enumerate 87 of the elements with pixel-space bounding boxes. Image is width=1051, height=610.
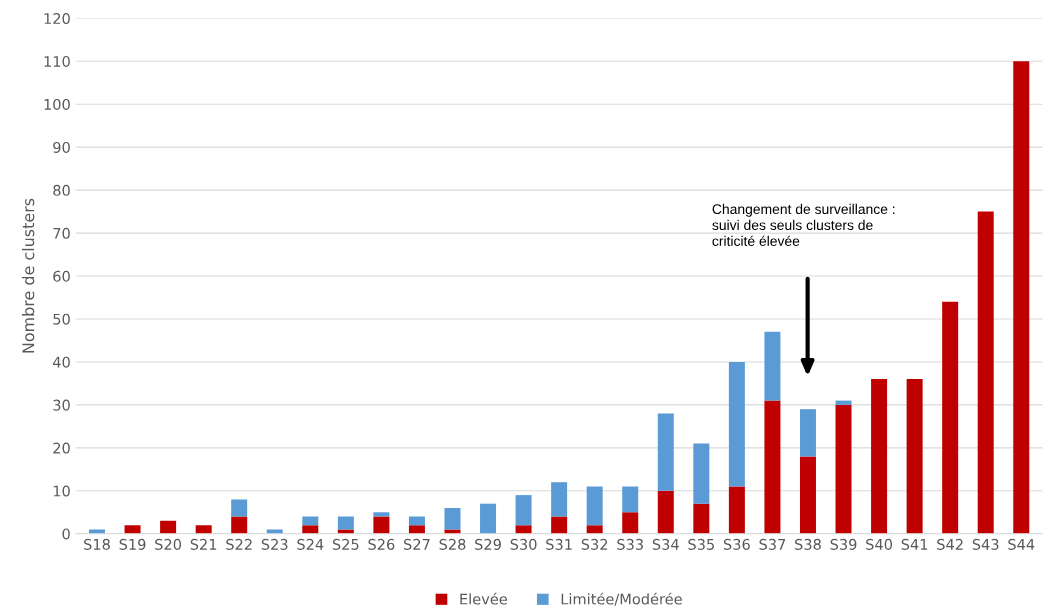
bar: [302, 525, 319, 534]
x-tick-label: S31: [546, 538, 572, 550]
bar: [266, 529, 283, 534]
bar: [586, 486, 603, 526]
x-tick-label: S21: [190, 538, 217, 550]
bar: [799, 409, 816, 457]
bar: [337, 529, 354, 534]
bar: [586, 525, 603, 534]
x-tick-label: S19: [119, 538, 146, 550]
bar: [871, 379, 888, 534]
x-tick-label: S35: [688, 538, 714, 550]
y-tick-label: 50: [53, 313, 70, 325]
bar: [480, 503, 497, 534]
bar: [977, 211, 994, 534]
bar: [124, 525, 141, 534]
x-tick-label: S20: [155, 538, 182, 550]
x-tick-label: S18: [84, 538, 110, 550]
y-tick-label: 120: [44, 13, 70, 25]
y-tick-label: 110: [44, 55, 70, 67]
bar: [728, 486, 745, 534]
y-tick-label: 80: [53, 184, 70, 196]
y-tick-label: 10: [53, 485, 70, 497]
bar: [444, 507, 461, 530]
annotation: Changement de surveillance : suivi des seuls clusters de criticité élevée: [712, 203, 895, 246]
bar: [657, 490, 674, 534]
y-tick-label: 40: [52, 356, 70, 368]
bar: [373, 516, 390, 534]
bar: [1013, 61, 1030, 534]
y-tick-label: 90: [53, 141, 70, 153]
bar: [444, 529, 461, 534]
legend-label: Limitée/Modérée: [561, 592, 682, 606]
legend-label: Elevée: [460, 592, 507, 605]
bar: [622, 486, 639, 513]
bar: [515, 525, 532, 534]
y-tick-label: 60: [53, 270, 70, 282]
bar: [408, 525, 425, 534]
x-tick-label: S33: [617, 538, 643, 550]
bar: [693, 443, 710, 504]
bar: [622, 512, 639, 534]
bar: [551, 482, 568, 517]
bar: [337, 516, 354, 530]
bar: [408, 516, 425, 526]
x-tick-label: S42: [937, 538, 963, 550]
bar: [551, 516, 568, 534]
y-tick-label: 20: [53, 442, 70, 454]
bar: [764, 400, 781, 534]
x-tick-label: S29: [475, 538, 501, 550]
x-tick-label: S44: [1008, 538, 1035, 550]
y-tick-label: 30: [53, 399, 70, 411]
x-tick-label: S39: [830, 538, 857, 550]
bar: [195, 525, 212, 534]
x-tick-label: S40: [866, 538, 893, 550]
x-tick-label: S43: [972, 538, 999, 550]
bar: [764, 331, 781, 401]
bar: [302, 516, 319, 526]
x-tick-label: S24: [297, 538, 324, 550]
y-tick-label: 100: [44, 98, 70, 110]
x-tick-label: S34: [652, 538, 679, 550]
x-tick-label: S30: [510, 538, 537, 550]
y-tick-label: 0: [62, 528, 70, 540]
x-tick-label: S22: [226, 538, 252, 550]
bar: [657, 413, 674, 491]
x-tick-label: S36: [723, 538, 750, 550]
bar: [160, 520, 177, 534]
bar: [835, 400, 852, 405]
x-tick-label: S27: [403, 538, 430, 550]
x-tick-label: S28: [439, 538, 466, 550]
bar: [906, 379, 923, 534]
bar: [693, 503, 710, 534]
bar: [835, 404, 852, 534]
y-tick-label: 70: [53, 227, 70, 239]
x-tick-label: S37: [759, 538, 786, 550]
x-tick-label: S26: [368, 538, 395, 550]
bar: [231, 516, 248, 534]
y-axis-title: Nombre de clusters: [21, 198, 35, 353]
x-tick-label: S41: [901, 538, 928, 550]
bar: [728, 361, 745, 487]
bar: [942, 301, 959, 534]
bar: [89, 529, 105, 534]
x-tick-label: S25: [332, 538, 359, 550]
x-tick-label: S32: [581, 538, 608, 550]
bar: [799, 456, 816, 534]
bar: [373, 512, 390, 517]
bar: [515, 495, 532, 526]
x-tick-label: S38: [795, 538, 821, 550]
bar: [231, 499, 248, 517]
x-tick-label: S23: [261, 538, 288, 550]
